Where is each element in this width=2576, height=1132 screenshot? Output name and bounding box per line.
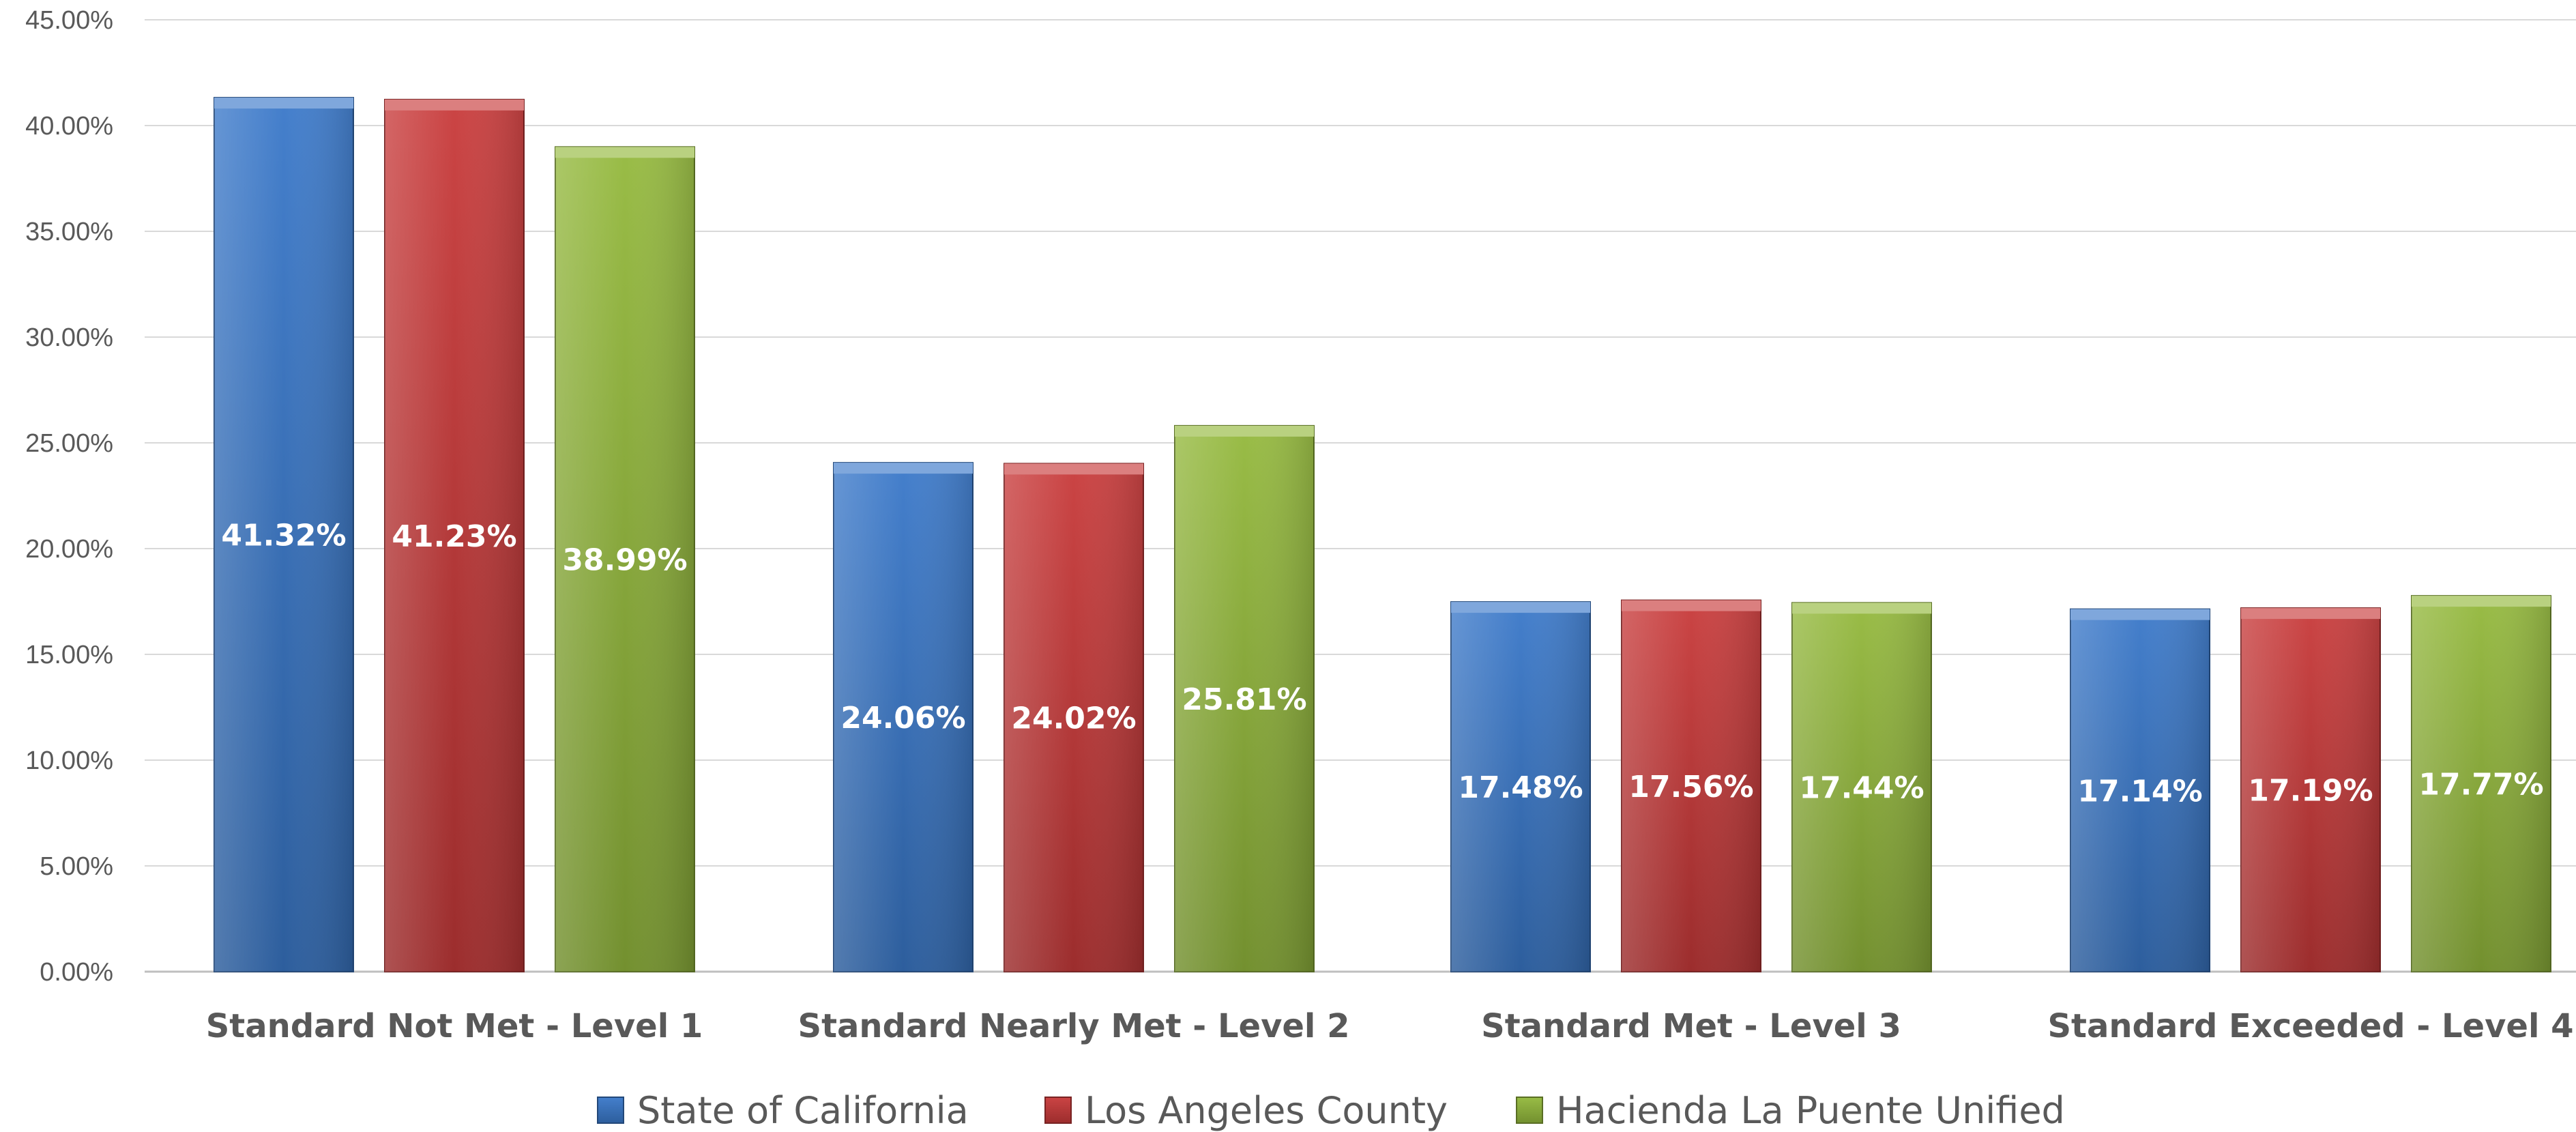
- bar-top: [1622, 600, 1761, 611]
- x-tick-label: Standard Exceeded - Level 4: [2047, 1007, 2573, 1045]
- legend-item: Los Angeles County: [1044, 1089, 1448, 1132]
- x-tick-label: Standard Nearly Met - Level 2: [798, 1007, 1350, 1045]
- bar-shading: [834, 463, 973, 972]
- data-label: 17.44%: [1799, 771, 1924, 806]
- data-label: 24.06%: [840, 701, 965, 736]
- bar-top: [2241, 608, 2380, 620]
- data-label: 17.19%: [2248, 774, 2373, 809]
- data-labels: 41.32% 41.23% 38.99% 24.06% 24.02% 25.81% 17.4…: [221, 519, 2543, 809]
- x-tick-label: Standard Met - Level 3: [1481, 1007, 1901, 1045]
- x-tick-label: Standard Not Met - Level 1: [206, 1007, 703, 1045]
- bar-top: [2070, 609, 2210, 620]
- bar-shading: [214, 98, 353, 972]
- bar-shading: [1175, 425, 1314, 972]
- y-tick-label: 0.00%: [40, 958, 113, 987]
- bar-shading: [1622, 600, 1761, 972]
- y-tick-label: 40.00%: [25, 112, 113, 141]
- legend-item: Hacienda La Puente Unified: [1516, 1089, 2065, 1132]
- gridlines: [145, 19, 2576, 973]
- y-tick-label: 45.00%: [25, 6, 113, 35]
- y-tick-label: 5.00%: [40, 852, 113, 881]
- y-tick-label: 30.00%: [25, 323, 113, 352]
- bar-top: [1004, 463, 1143, 475]
- y-tick-label: 25.00%: [25, 429, 113, 458]
- bar-top: [1451, 602, 1590, 613]
- legend: State of California Los Angeles County Hac…: [597, 1089, 2065, 1132]
- y-tick-label: 35.00%: [25, 218, 113, 246]
- data-label: 38.99%: [562, 543, 687, 578]
- bar-shading: [385, 99, 524, 972]
- bar-top: [1792, 603, 1931, 614]
- data-label: 17.48%: [1458, 770, 1583, 805]
- bar-top: [834, 463, 973, 474]
- legend-label: Hacienda La Puente Unified: [1556, 1089, 2065, 1132]
- y-tick-label: 15.00%: [25, 641, 113, 669]
- x-axis: Standard Not Met - Level 1 Standard Nearl…: [206, 1007, 2574, 1045]
- bar-shading: [2070, 609, 2210, 972]
- bar-top: [2412, 596, 2551, 607]
- bar-shading: [1792, 603, 1931, 972]
- data-label: 41.32%: [221, 519, 346, 553]
- bar-top: [214, 98, 353, 109]
- data-label: 17.14%: [2077, 774, 2202, 809]
- legend-item: State of California: [597, 1089, 969, 1132]
- y-tick-label: 10.00%: [25, 746, 113, 775]
- data-label: 41.23%: [392, 519, 516, 554]
- bar-shading: [1004, 463, 1143, 972]
- data-label: 17.56%: [1628, 770, 1753, 804]
- y-tick-label: 20.00%: [25, 535, 113, 564]
- data-label: 17.77%: [2418, 768, 2543, 802]
- legend-swatch: [597, 1097, 624, 1124]
- bar-shading: [2412, 596, 2551, 972]
- legend-swatch: [1516, 1097, 1543, 1124]
- bar-shading: [2241, 608, 2380, 972]
- bar-shading: [555, 147, 694, 972]
- legend-swatch: [1044, 1097, 1072, 1124]
- bar-top: [385, 99, 524, 111]
- data-label: 25.81%: [1182, 682, 1306, 717]
- y-axis: 0.00% 5.00% 10.00% 15.00% 20.00% 25.00% 30.00%…: [25, 6, 113, 987]
- data-label: 24.02%: [1011, 701, 1136, 736]
- bar-top: [1175, 425, 1314, 437]
- bars: [214, 97, 2551, 973]
- bar-shading: [1451, 602, 1590, 972]
- legend-label: State of California: [637, 1089, 969, 1132]
- bar-top: [555, 147, 694, 158]
- legend-label: Los Angeles County: [1085, 1089, 1448, 1132]
